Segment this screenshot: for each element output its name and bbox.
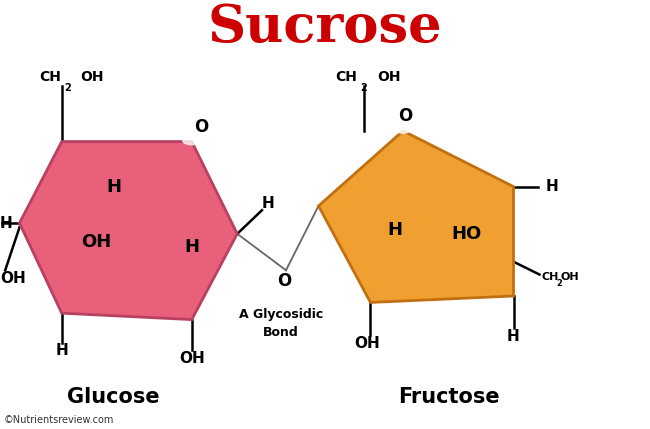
Text: Glucose: Glucose [68,387,160,407]
Text: 2: 2 [360,83,367,93]
Text: ©Nutrientsreview.com: ©Nutrientsreview.com [3,415,114,426]
Polygon shape [20,142,237,320]
Ellipse shape [182,136,202,145]
Text: H: H [507,329,520,344]
Text: OH: OH [0,272,26,286]
Text: H: H [262,196,275,211]
Text: H: H [0,216,13,230]
Text: Fructose: Fructose [398,387,499,407]
Text: 2: 2 [556,279,562,287]
Text: H: H [106,178,122,196]
Text: OH: OH [560,272,579,282]
Ellipse shape [395,126,411,134]
Text: H: H [184,238,200,256]
Text: OH: OH [354,336,380,350]
Text: 2: 2 [64,83,71,93]
Text: H: H [546,179,559,194]
Text: H: H [387,221,402,239]
Text: OH: OH [378,70,401,84]
Text: O: O [194,118,209,136]
Text: OH: OH [81,233,111,251]
Text: A Glycosidic
Bond: A Glycosidic Bond [239,308,323,339]
Text: OH: OH [179,351,205,366]
Text: H: H [55,344,68,358]
Text: CH: CH [541,272,559,282]
Text: O: O [278,272,292,290]
Text: OH: OH [81,70,104,84]
Text: CH: CH [335,70,357,84]
Text: Sucrose: Sucrose [208,3,442,53]
Polygon shape [318,131,514,302]
Text: CH: CH [39,70,61,84]
Text: O: O [398,107,412,125]
Text: HO: HO [451,225,481,243]
